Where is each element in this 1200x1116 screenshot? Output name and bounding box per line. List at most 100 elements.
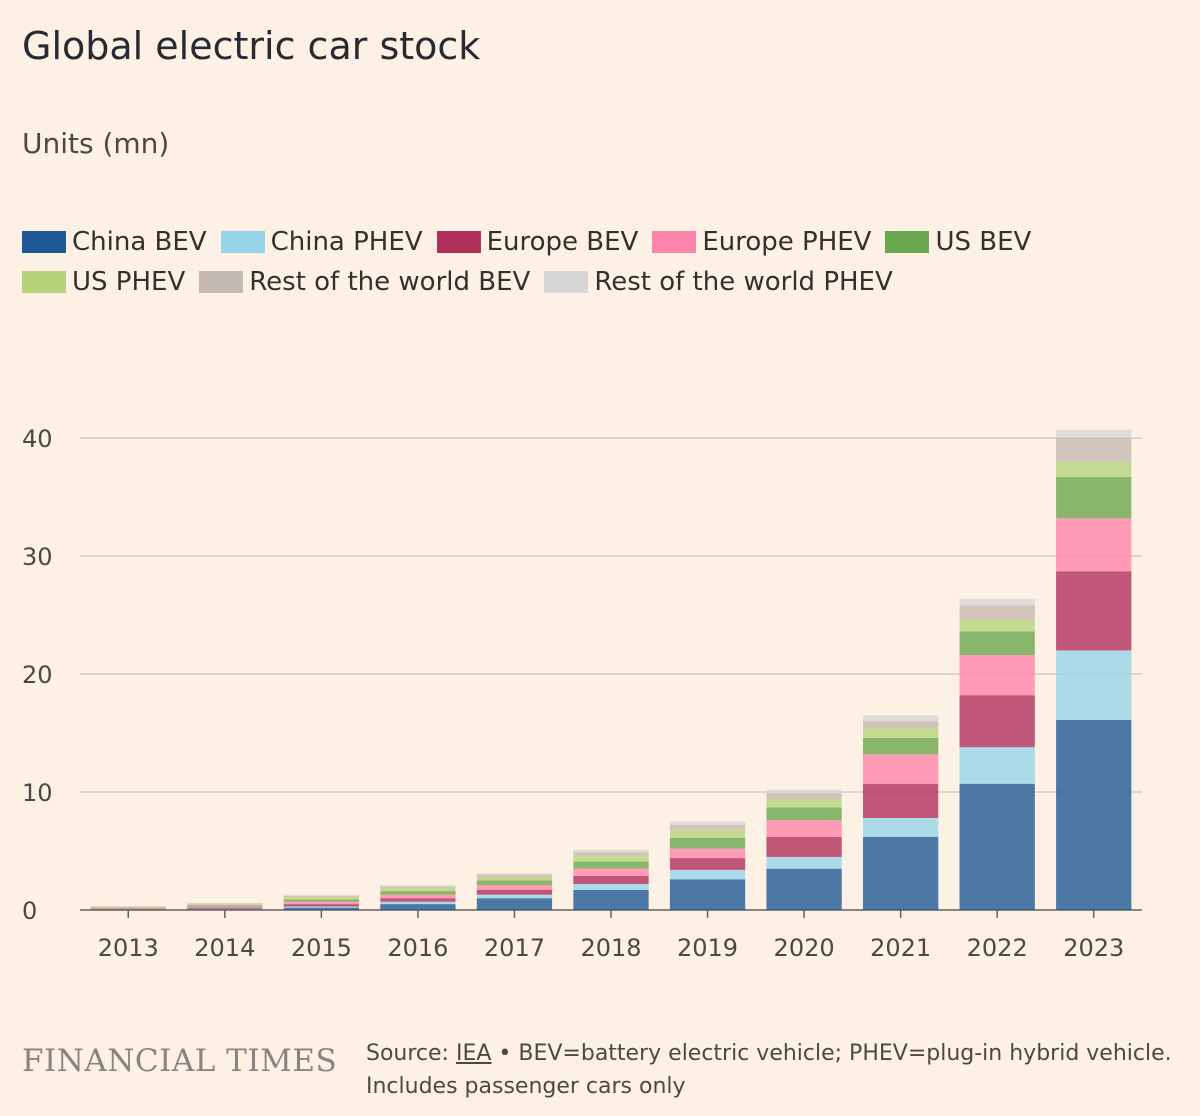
bar-segment [380, 901, 456, 905]
legend-item: Europe PHEV [652, 227, 872, 257]
bar-segment [283, 907, 360, 910]
bar-segment [283, 897, 360, 900]
legend-swatch [220, 231, 265, 253]
legend-label: US BEV [935, 227, 1032, 257]
bar-segment [187, 902, 263, 904]
source-link[interactable]: IEA [455, 1041, 492, 1066]
bar-segment [862, 817, 939, 837]
bar-segment [959, 655, 1035, 696]
y-tick-label: 20 [22, 661, 53, 689]
source-prefix: Source: [366, 1041, 456, 1066]
bar-segment [476, 880, 553, 886]
legend-label: Europe PHEV [702, 227, 872, 257]
legend-swatch [436, 231, 481, 253]
bar-segment [476, 889, 553, 895]
bar-segment [380, 904, 456, 910]
legend-label: Europe BEV [486, 227, 639, 257]
legend-item: Rest of the world PHEV [544, 267, 893, 297]
bar-segment [476, 873, 553, 875]
bar-segment [959, 747, 1035, 784]
x-tick-label: 2017 [484, 934, 545, 962]
legend-swatch [22, 231, 66, 253]
y-tick-label: 40 [22, 425, 53, 453]
bar-segment [187, 907, 263, 909]
bar-segment [573, 875, 649, 885]
legend-item: China BEV [22, 227, 207, 257]
bar-segment [766, 836, 842, 857]
bar-segment [187, 904, 263, 906]
bar-segment [283, 899, 360, 902]
legend-swatch [199, 271, 244, 293]
bar-segment [90, 908, 166, 910]
bar-segment [90, 907, 166, 909]
source-definitions: • BEV=battery electric vehicle; PHEV=plu… [491, 1041, 1172, 1066]
bar-segment [669, 821, 746, 826]
bar-segment [959, 605, 1035, 620]
bar-segment [573, 852, 649, 856]
bar-segment [476, 885, 553, 890]
bar-segment [766, 856, 842, 869]
x-tick-label: 2023 [1063, 934, 1124, 962]
bar-segment [959, 598, 1035, 606]
bar-segment [862, 715, 939, 722]
bar-segment [1056, 518, 1132, 572]
bar-segment [766, 807, 842, 821]
x-tick-label: 2013 [98, 934, 159, 962]
bar-segment [959, 631, 1035, 656]
legend-swatch [22, 271, 66, 293]
legend-label: Rest of the world BEV [249, 267, 531, 297]
legend-item: US BEV [885, 227, 1032, 257]
bar-segment [1056, 571, 1132, 651]
x-tick-label: 2021 [870, 934, 931, 962]
source-note-passenger: Includes passenger cars only [366, 1074, 686, 1099]
y-tick-label: 0 [22, 897, 37, 925]
financial-times-logo: FINANCIAL TIMES [22, 1043, 338, 1079]
x-tick-label: 2019 [677, 934, 738, 962]
bar-segment [283, 906, 360, 908]
y-tick-label: 10 [22, 779, 53, 807]
chart-title: Global electric car stock [22, 24, 481, 68]
bar-segment [669, 829, 746, 839]
x-tick-label: 2015 [291, 934, 352, 962]
bar-segment [476, 894, 553, 899]
bar-segment [380, 894, 456, 899]
bar-segment [669, 825, 746, 830]
bar-segment [380, 887, 456, 892]
bar-segment [573, 868, 649, 876]
bar-segment [1056, 476, 1132, 519]
bar-segment [380, 891, 456, 895]
bar-segment [1056, 461, 1132, 477]
bar-segment [959, 783, 1035, 910]
bar-segment [669, 848, 746, 859]
bar-segment [1056, 429, 1132, 438]
bar-segment [1056, 650, 1132, 721]
bar-segment [476, 898, 553, 910]
source-note: Source: IEA • BEV=battery electric vehic… [366, 1037, 1186, 1103]
bar-segment [187, 906, 263, 908]
bar-segment [766, 799, 842, 808]
bar-segment [862, 783, 939, 818]
bar-segment [959, 695, 1035, 748]
bar-segment [862, 728, 939, 738]
legend-swatch [885, 231, 930, 253]
bar-segment [959, 619, 1035, 632]
bar-segment [380, 898, 456, 902]
bar-segment [573, 861, 649, 869]
bar-segment [380, 886, 456, 888]
bar-segment [669, 879, 746, 910]
legend-item: China PHEV [220, 227, 423, 257]
legend-item: Europe BEV [436, 227, 639, 257]
bar-segment [573, 884, 649, 890]
legend-swatch [652, 231, 697, 253]
bar-segment [283, 894, 360, 896]
bar-segment [283, 895, 360, 898]
bar-segment [862, 754, 939, 784]
bar-segment [1056, 720, 1132, 910]
bar-segment [862, 737, 939, 755]
bar-segment [669, 869, 746, 880]
x-tick-label: 2020 [774, 934, 835, 962]
chart-subtitle: Units (mn) [22, 127, 170, 160]
x-tick-label: 2014 [194, 934, 255, 962]
legend-label: China BEV [72, 227, 207, 257]
bar-segment [90, 906, 166, 908]
